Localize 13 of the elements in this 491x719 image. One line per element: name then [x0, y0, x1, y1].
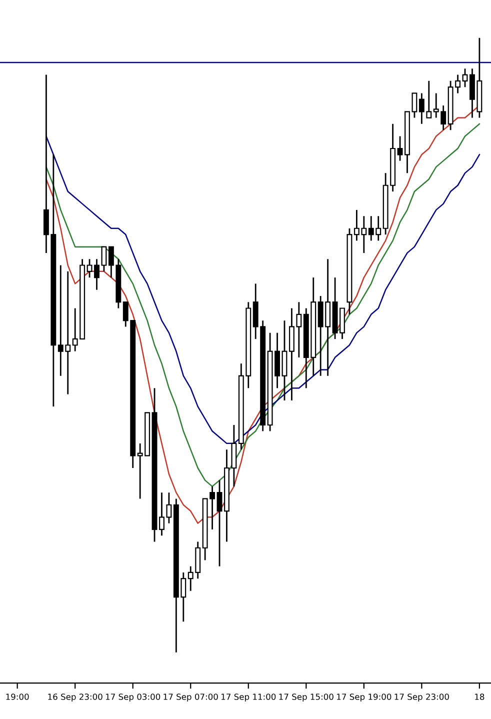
x-tick-label: 17 Sep 11:00 [221, 694, 276, 702]
candlestick [462, 68, 468, 88]
x-tick-label: 17 Sep 19:00 [337, 694, 392, 702]
x-tick-label: 16 Sep 23:00 [48, 694, 102, 702]
x-tick-label: 17 Sep 15:00 [279, 694, 334, 702]
x-tick-label: 17 Sep 23:00 [394, 694, 449, 702]
candlestick [397, 136, 403, 162]
x-tick-label: 17 Sep 03:00 [106, 694, 160, 702]
candlestick [216, 480, 222, 568]
candlestick [101, 246, 107, 272]
x-tick-label: 17 Sep 07:00 [164, 694, 218, 702]
x-tick-label: 18 [475, 694, 484, 700]
x-tick-label: 19:00 [6, 694, 29, 700]
